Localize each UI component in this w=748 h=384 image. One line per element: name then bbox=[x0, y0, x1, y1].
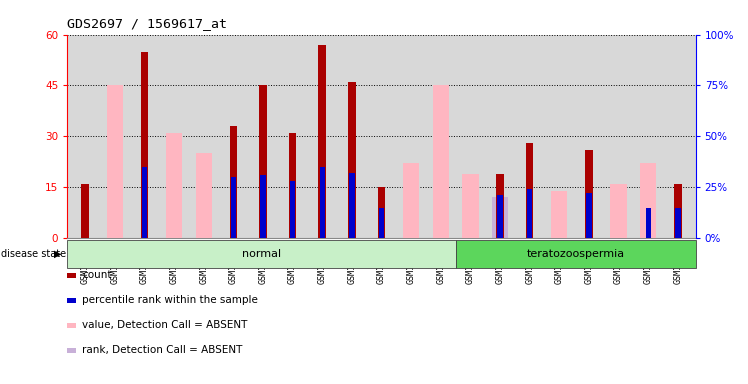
Bar bbox=[349, 173, 355, 238]
Bar bbox=[492, 197, 508, 238]
Bar bbox=[403, 164, 420, 238]
Bar bbox=[166, 183, 183, 238]
Bar bbox=[166, 133, 183, 238]
Bar bbox=[195, 153, 212, 238]
Bar bbox=[289, 133, 296, 238]
Bar bbox=[527, 189, 533, 238]
Bar bbox=[260, 175, 266, 238]
Text: teratozoospermia: teratozoospermia bbox=[527, 249, 625, 259]
Bar bbox=[456, 240, 696, 268]
Text: ▶: ▶ bbox=[54, 249, 61, 259]
Bar bbox=[526, 143, 533, 238]
Text: rank, Detection Call = ABSENT: rank, Detection Call = ABSENT bbox=[82, 345, 242, 355]
Bar bbox=[646, 207, 651, 238]
Bar bbox=[319, 167, 325, 238]
Bar bbox=[432, 86, 449, 238]
Text: GDS2697 / 1569617_at: GDS2697 / 1569617_at bbox=[67, 17, 227, 30]
Bar bbox=[610, 207, 627, 238]
Bar bbox=[141, 167, 147, 238]
Bar bbox=[462, 204, 479, 238]
Bar bbox=[675, 207, 681, 238]
Bar bbox=[585, 150, 592, 238]
Bar bbox=[586, 193, 592, 238]
Bar bbox=[290, 181, 295, 238]
Bar bbox=[141, 51, 148, 238]
Bar bbox=[260, 86, 266, 238]
Bar bbox=[610, 184, 627, 238]
Text: normal: normal bbox=[242, 249, 281, 259]
Bar bbox=[551, 190, 568, 238]
Bar bbox=[640, 164, 657, 238]
Bar bbox=[230, 177, 236, 238]
Bar bbox=[67, 240, 456, 268]
Bar bbox=[378, 207, 384, 238]
Text: percentile rank within the sample: percentile rank within the sample bbox=[82, 295, 258, 305]
Bar bbox=[432, 175, 449, 238]
Bar bbox=[497, 174, 503, 238]
Bar bbox=[497, 195, 503, 238]
Text: value, Detection Call = ABSENT: value, Detection Call = ABSENT bbox=[82, 320, 248, 330]
Bar bbox=[378, 187, 385, 238]
Bar bbox=[230, 126, 237, 238]
Text: count: count bbox=[82, 270, 111, 280]
Bar bbox=[82, 184, 89, 238]
Text: disease state: disease state bbox=[1, 249, 66, 259]
Bar bbox=[106, 132, 123, 238]
Bar bbox=[462, 174, 479, 238]
Bar bbox=[106, 86, 123, 238]
Bar bbox=[319, 45, 326, 238]
Bar bbox=[403, 202, 420, 238]
Bar bbox=[674, 184, 681, 238]
Bar bbox=[348, 82, 355, 238]
